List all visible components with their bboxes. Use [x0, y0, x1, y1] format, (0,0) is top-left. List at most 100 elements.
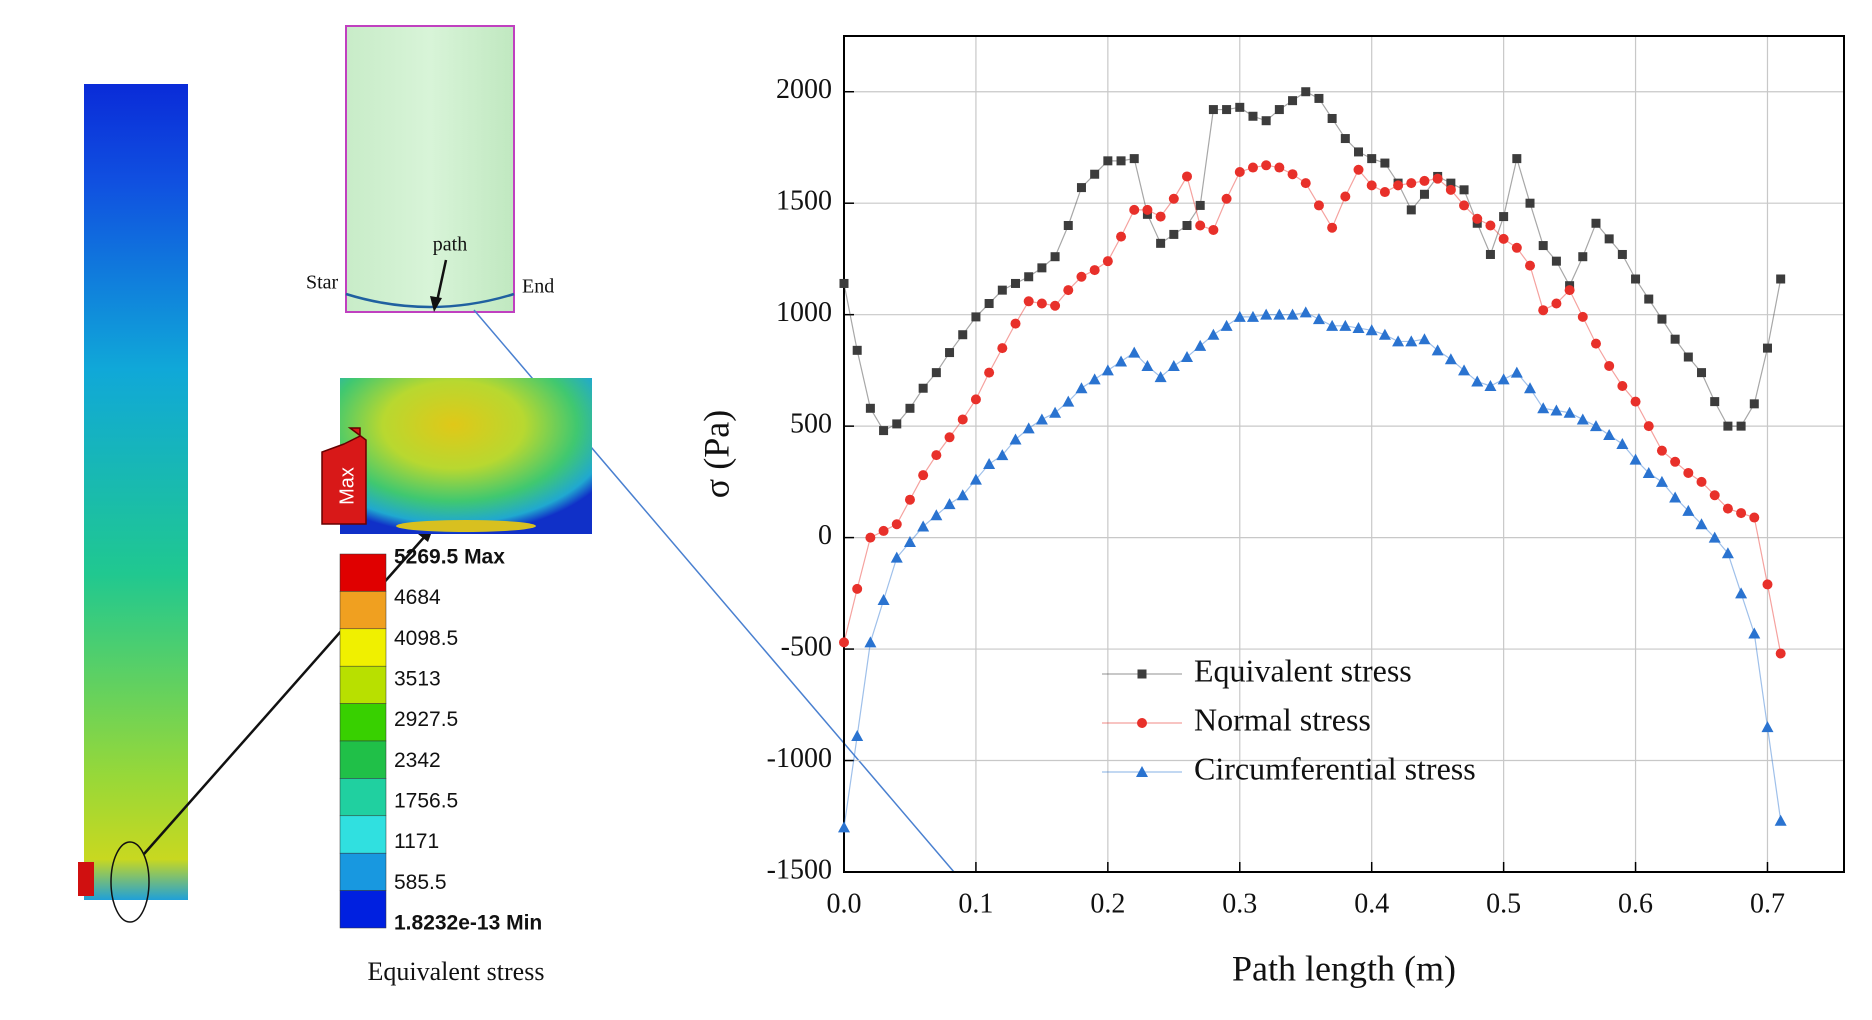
marker: [891, 519, 902, 530]
marker: [1762, 343, 1772, 353]
colorbar-label: 2927.5: [394, 708, 458, 731]
marker: [1697, 368, 1707, 378]
marker: [1208, 105, 1218, 115]
marker: [1234, 166, 1245, 177]
marker: [1550, 404, 1563, 416]
marker: [1708, 531, 1721, 543]
marker: [1695, 518, 1708, 530]
marker: [1749, 512, 1760, 523]
marker: [1194, 339, 1207, 351]
marker: [1512, 154, 1522, 164]
marker: [1380, 158, 1390, 168]
marker: [943, 498, 956, 510]
marker: [984, 299, 994, 309]
marker: [1103, 156, 1113, 166]
marker: [1273, 308, 1286, 320]
marker: [1670, 334, 1680, 344]
marker: [1709, 490, 1720, 501]
path-label: path: [433, 234, 467, 256]
colorbar-label: 4098.5: [394, 627, 458, 650]
marker: [1182, 220, 1192, 230]
marker: [1669, 491, 1682, 503]
marker: [1352, 322, 1365, 334]
marker: [1405, 335, 1418, 347]
colorbar-bin: [339, 778, 387, 817]
marker: [1525, 260, 1536, 271]
y-tick-label: -500: [781, 631, 832, 662]
marker: [1062, 395, 1075, 407]
marker: [1776, 274, 1786, 284]
plot: 0.0 0.1 0.2 0.3 0.4 0.5 0.6 0.7 -1500 -1000 -500 0 5…: [696, 35, 1845, 988]
marker: [1023, 296, 1034, 307]
marker: [1670, 456, 1681, 467]
marker: [1735, 587, 1748, 599]
marker: [1644, 294, 1654, 304]
marker: [931, 450, 942, 461]
marker: [1604, 234, 1614, 244]
marker: [931, 368, 941, 378]
marker: [1682, 504, 1695, 516]
marker: [1063, 220, 1073, 230]
y-tick-label: 500: [790, 409, 832, 440]
legend-label: Normal stress: [1194, 701, 1371, 737]
end-label: End: [522, 276, 554, 298]
marker: [945, 348, 955, 358]
marker: [892, 419, 902, 429]
y-tick-label: 1500: [776, 186, 832, 217]
colorbar-bin: [339, 591, 387, 630]
marker: [996, 449, 1009, 461]
marker: [1538, 305, 1549, 316]
colorbar-label: 5269.5 Max: [394, 546, 505, 569]
marker: [1564, 285, 1575, 296]
marker: [1088, 373, 1101, 385]
marker: [1603, 429, 1616, 441]
marker: [839, 278, 849, 288]
stress-column: [84, 84, 188, 900]
marker: [1076, 271, 1087, 282]
path-arc: [345, 292, 515, 309]
marker: [1221, 193, 1232, 204]
marker: [1642, 466, 1655, 478]
marker: [1578, 252, 1588, 262]
colorbar-bin: [339, 628, 387, 667]
marker: [1115, 355, 1128, 367]
marker: [918, 470, 929, 481]
zoom-band: [396, 520, 536, 532]
marker: [1142, 204, 1153, 215]
marker: [1182, 171, 1193, 182]
marker: [890, 551, 903, 563]
marker: [1037, 263, 1047, 273]
marker: [1288, 96, 1298, 106]
colorbar-label: 4684: [394, 586, 441, 609]
colorbar-label: 1.8232e-13 Min: [394, 912, 542, 935]
x-tick-label: 0.0: [827, 888, 862, 919]
x-tick-label: 0.5: [1486, 888, 1521, 919]
cylinder: [345, 25, 515, 313]
marker: [1340, 191, 1351, 202]
x-tick-label: 0.2: [1090, 888, 1125, 919]
colorbar-label: 2342: [394, 749, 441, 772]
marker: [1696, 476, 1707, 487]
marker: [1260, 308, 1273, 320]
marker: [997, 343, 1008, 354]
marker: [1393, 180, 1404, 191]
marker: [1736, 421, 1746, 431]
marker: [852, 345, 862, 355]
marker: [1472, 213, 1483, 224]
marker: [1551, 256, 1561, 266]
marker: [1248, 111, 1258, 121]
marker: [1445, 184, 1456, 195]
marker: [1116, 156, 1126, 166]
marker: [1076, 183, 1086, 193]
marker: [971, 312, 981, 322]
colorbar-label: 3513: [394, 668, 441, 691]
colorbar-label: 1756.5: [394, 790, 458, 813]
marker: [1286, 308, 1299, 320]
colorbar-label: 585.5: [394, 871, 447, 894]
marker: [1246, 310, 1259, 322]
marker: [1300, 178, 1311, 189]
marker: [1261, 116, 1271, 126]
marker: [1591, 218, 1601, 228]
marker: [1444, 353, 1457, 365]
marker: [1050, 300, 1061, 311]
